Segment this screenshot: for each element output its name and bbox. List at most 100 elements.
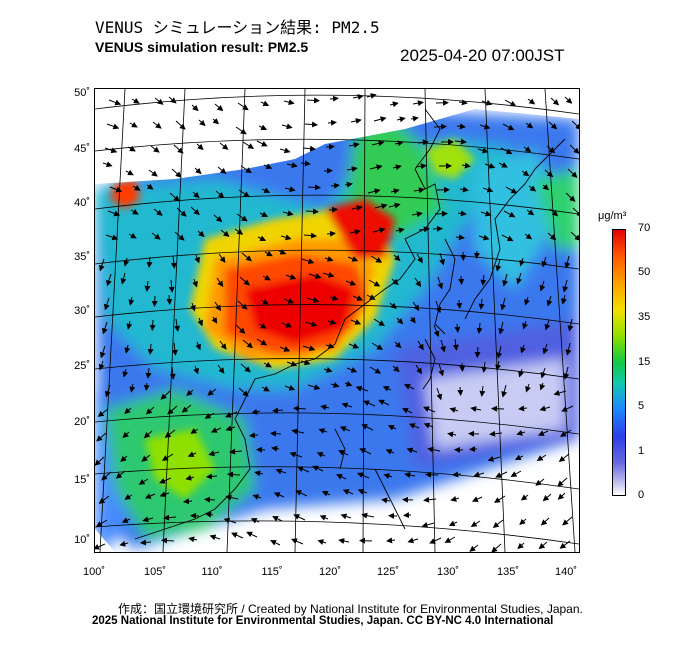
wind-arrow [240,165,252,174]
wind-arrow [427,446,441,453]
wind-arrow [435,300,442,314]
wind-arrow [235,126,247,135]
wind-arrow [447,431,457,438]
wind-arrow [123,257,130,267]
wind-arrow [457,386,464,396]
wind-arrow [306,297,320,303]
colorbar [612,229,626,496]
copyright-line: 2025 National Institute for Environmenta… [92,615,554,627]
wind-arrow [388,202,401,209]
wind-arrow [194,167,202,175]
wind-arrow [562,516,573,526]
wind-arrow [317,539,327,545]
wind-arrow [510,470,522,477]
wind-arrow [124,344,131,354]
wind-arrow [188,536,198,543]
wind-arrow [329,295,339,301]
wind-arrow [539,405,551,412]
wind-arrow [565,192,576,202]
wind-arrow [351,205,363,211]
wind-arrow [434,210,448,217]
wind-arrow [193,365,199,375]
wind-arrow [440,339,446,353]
wind-arrow [444,536,456,543]
wind-arrow [141,454,151,462]
wind-arrow [363,400,376,407]
wind-arrow [346,367,358,373]
wind-arrow [217,364,225,374]
wind-arrow [183,498,193,505]
wind-arrow [387,424,397,431]
wind-arrow [553,390,567,396]
wind-arrow [167,405,178,415]
wind-arrow [185,474,195,481]
wind-arrow [547,232,557,241]
wind-arrow [357,472,370,479]
wind-arrow [295,490,308,497]
wind-arrow [519,257,525,267]
wind-arrow [565,342,572,356]
wind-arrow [169,192,180,202]
wind-arrow [261,385,270,392]
colorbar-tick-15: 15 [638,356,651,368]
wind-arrow [312,465,324,472]
wind-arrow [524,296,530,306]
wind-arrow [450,495,460,502]
wind-arrow [559,540,571,549]
wind-arrow [394,341,402,349]
wind-arrow [542,184,550,191]
wind-arrow [258,124,268,131]
wind-arrow [396,116,406,123]
wind-arrow [368,279,381,287]
wind-arrow [206,473,218,480]
wind-arrow [352,94,364,100]
wind-arrow [366,93,377,99]
wind-arrow [349,229,361,235]
wind-arrow [410,115,419,122]
wind-arrow [143,382,150,391]
title-english: VENUS simulation result: PM2.5 [95,39,309,55]
wind-arrow [394,140,404,147]
wind-arrow [569,144,579,154]
wind-arrow [121,517,131,523]
wind-arrow [373,318,385,327]
wind-arrow [217,166,227,175]
wind-arrow [246,531,258,538]
wind-arrow [235,324,246,334]
wind-arrow [302,345,316,352]
wind-arrow [239,276,250,286]
wind-arrow [522,320,528,330]
wind-arrow [421,522,435,528]
lat-label-20: 20˚ [74,416,90,428]
wind-arrow [390,188,400,195]
wind-arrow [154,97,164,105]
wind-arrow [359,537,373,544]
wind-arrow [373,116,387,123]
wind-arrow [339,426,351,432]
wind-arrow [304,121,318,128]
wind-arrow [417,139,429,146]
wind-arrow [144,280,151,292]
wind-arrow [197,317,203,327]
wind-arrow [449,407,459,413]
wind-arrow [525,383,531,393]
wind-arrow [341,402,353,409]
wind-arrow [473,250,480,259]
wind-arrow [437,276,444,290]
lat-label-40: 40˚ [74,197,90,209]
wind-arrow [192,278,198,288]
wind-arrow [169,366,176,380]
wind-arrow [151,232,161,240]
wind-arrow [459,186,469,193]
wind-arrow [395,227,405,234]
wind-arrow [500,147,513,155]
wind-arrow [470,520,481,527]
wind-arrow [502,123,515,131]
wind-arrow [423,422,434,429]
wind-arrow [286,360,298,367]
wind-arrow [300,359,311,366]
wind-arrow [128,232,137,239]
wind-arrow [412,100,424,107]
wind-arrow [229,448,243,455]
wind-arrow [271,445,280,452]
